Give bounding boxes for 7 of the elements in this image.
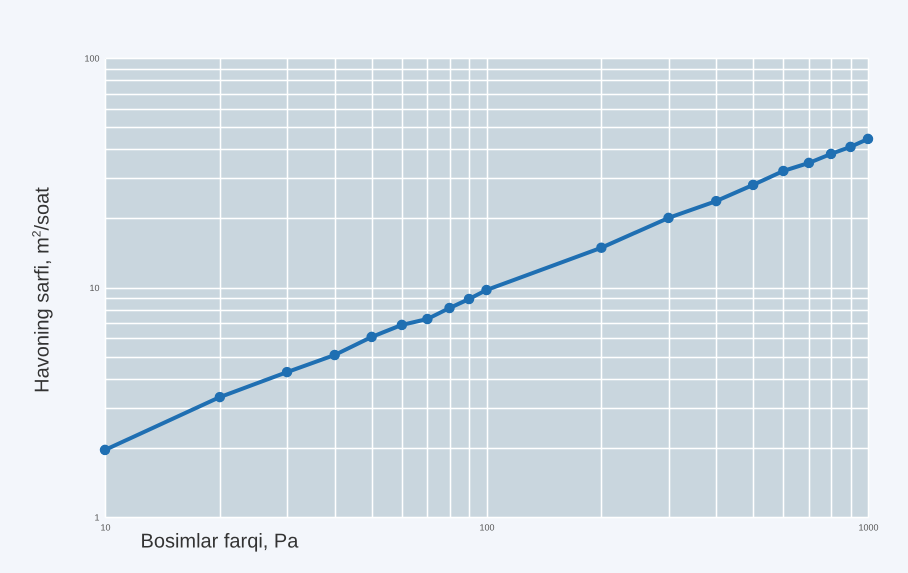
x-tick-label: 1000 bbox=[858, 522, 879, 532]
x-axis-title: Bosimlar farqi, Pa bbox=[140, 530, 300, 552]
y-tick-label: 1 bbox=[94, 512, 100, 522]
x-tick-label: 100 bbox=[479, 522, 495, 532]
x-tick-label: 10 bbox=[100, 522, 111, 532]
y-tick-label: 100 bbox=[84, 54, 100, 64]
y-tick-label: 10 bbox=[89, 283, 100, 293]
